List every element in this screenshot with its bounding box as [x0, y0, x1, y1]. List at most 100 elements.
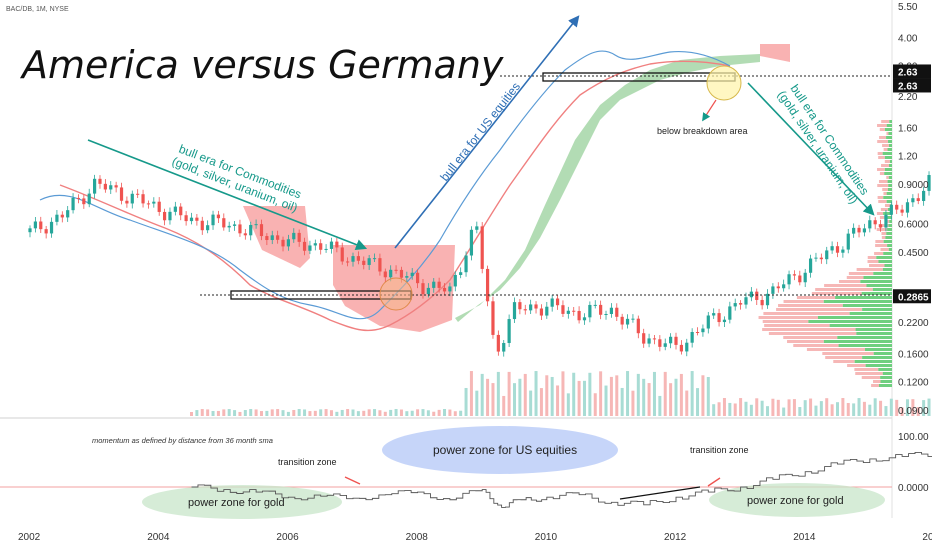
price-tag-2: 0.2865: [898, 292, 929, 303]
candle-body: [103, 183, 107, 190]
volume-bar: [378, 410, 382, 416]
volume-bar: [825, 398, 829, 416]
candle-body: [87, 193, 91, 205]
volume-profile-bar: [847, 364, 866, 367]
volume-profile-bar: [862, 308, 892, 311]
volume-bar: [846, 403, 850, 416]
annotation-transition-1: transition zone: [278, 457, 337, 467]
volume-bar: [346, 409, 350, 416]
candle-body: [136, 193, 140, 195]
breakdown-circle: [706, 65, 742, 101]
volume-profile-bar: [783, 336, 838, 339]
volume-bar: [265, 410, 269, 416]
volume-profile-bar: [849, 312, 892, 315]
candle-body: [238, 224, 242, 234]
volume-bar: [405, 411, 409, 416]
candle-body: [222, 218, 226, 228]
volume-bar: [426, 410, 430, 416]
volume-profile-bar: [873, 272, 892, 275]
arrow-us-equities: [394, 15, 580, 249]
candle-body: [873, 220, 877, 225]
volume-profile-bar: [764, 324, 830, 327]
price-tag-1: 2.63: [898, 81, 918, 92]
candle-body: [297, 232, 301, 242]
volume-profile-bar: [877, 152, 883, 155]
candle-body: [561, 305, 565, 314]
volume-profile-bar: [881, 236, 886, 239]
annotation-transition-2: transition zone: [690, 445, 749, 455]
candle-body: [28, 228, 32, 233]
volume-profile-bar: [889, 120, 892, 123]
volume-bar: [383, 411, 387, 416]
volume-profile-bar: [881, 120, 890, 123]
volume-bar: [496, 371, 500, 416]
main-pane: [0, 0, 892, 418]
volume-profile-bar: [875, 240, 884, 243]
volume-bar: [211, 410, 215, 416]
volume-bar: [663, 371, 667, 416]
volume-bar: [313, 410, 317, 416]
volume-bar: [453, 411, 457, 416]
candle-body: [119, 187, 124, 201]
volume-bar: [373, 409, 377, 416]
candle-body: [276, 235, 280, 240]
price-tick-4: 1.60: [898, 123, 918, 134]
candle-body: [663, 343, 667, 347]
volume-bar: [889, 398, 893, 416]
candle-body: [195, 217, 199, 221]
volume-profile-bar: [887, 244, 892, 247]
volume-bar: [916, 407, 920, 416]
volume-profile-bar: [887, 180, 892, 183]
momentum-series-line: [191, 452, 932, 508]
candle-body: [674, 336, 678, 345]
candle-body: [146, 203, 151, 205]
volume-profile-bar: [886, 200, 892, 203]
volume-profile-bar: [886, 132, 889, 135]
volume-profile-bar: [822, 352, 874, 355]
volume-bar: [394, 409, 398, 416]
volume-profile-bar: [880, 248, 889, 251]
candle-body: [835, 246, 840, 253]
volume-profile-bar: [888, 176, 892, 179]
candle-body: [383, 271, 387, 278]
volume-bar: [787, 399, 791, 416]
volume-profile-bar: [833, 360, 855, 363]
volume-profile-bar: [838, 344, 892, 347]
candle-body: [259, 224, 264, 237]
candle-body: [739, 303, 743, 305]
candle-body: [819, 257, 823, 260]
symbol-header: BAC/DB, 1M, NYSE: [6, 6, 69, 13]
volume-profile-bar: [825, 356, 863, 359]
time-tick-0: 2002: [18, 532, 41, 543]
volume-profile-bar: [888, 224, 892, 227]
volume-profile-bar: [878, 260, 892, 263]
candle-body: [459, 272, 463, 275]
sma-fast-line: [39, 50, 731, 320]
candle-body: [679, 344, 683, 352]
momentum-axis: 100.00 0.0000: [898, 432, 929, 494]
volume-bar: [432, 411, 436, 416]
volume-profile-bar: [835, 296, 892, 299]
candle-body: [66, 210, 70, 218]
transition-arrow-1: [344, 476, 361, 485]
price-tag-0: 2.63: [898, 67, 918, 78]
breakout-circle: [379, 277, 413, 311]
volume-bar: [895, 399, 899, 416]
candle-body: [184, 215, 188, 222]
candle-body: [814, 257, 818, 259]
chart-title: America versus Germany: [19, 43, 504, 87]
candle-body: [211, 214, 215, 226]
candle-body: [787, 274, 791, 285]
candle-body: [469, 229, 474, 256]
time-tick-4: 2010: [535, 532, 558, 543]
volume-bar: [766, 406, 770, 416]
price-tick-8: 0.4500: [898, 248, 929, 259]
volume-profile-bar: [855, 328, 892, 331]
candle-body: [846, 233, 850, 250]
volume-bar: [534, 371, 538, 416]
price-tick-1: 4.00: [898, 33, 918, 44]
candle-body: [265, 236, 269, 241]
volume-profile-bar: [877, 168, 885, 171]
candle-body: [55, 214, 59, 222]
volume-bar: [566, 393, 570, 416]
